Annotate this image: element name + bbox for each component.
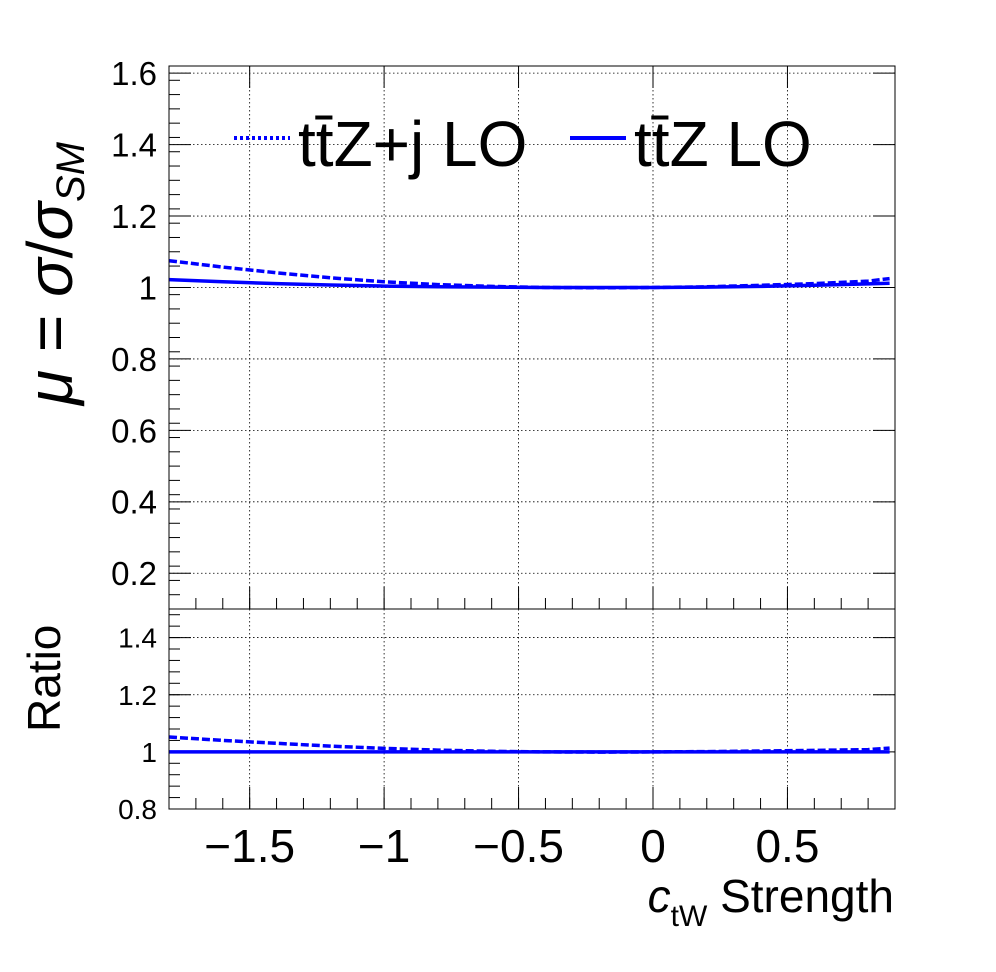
main-y-axis-title: μ = σ/σSM <box>14 141 93 407</box>
main-series-ttz <box>168 277 890 290</box>
x-tick-label: −1.5 <box>204 820 295 872</box>
main-y-tick-label: 0.8 <box>111 341 157 378</box>
y-title-sigma: σ <box>14 256 86 297</box>
x-tick-label: −1 <box>358 820 410 872</box>
ratio-y-axis-title: Ratio <box>18 625 70 732</box>
ratio-y-tick-label: 1.2 <box>118 680 157 711</box>
y-title-sub: SM <box>49 141 93 202</box>
y-title-eq: = <box>14 297 86 370</box>
ratio-panel-grid <box>169 609 895 810</box>
ratio-panel-frame <box>168 608 896 810</box>
ratio-y-tick-labels: 0.8 1 1.2 1.4 <box>118 623 157 825</box>
legend-label-ttz: tt̄Z LO <box>634 108 812 180</box>
main-series-lines <box>168 258 890 290</box>
main-y-tick-label: 0.4 <box>111 484 157 521</box>
legend: tt̄Z+j LO tt̄Z LO <box>234 108 812 180</box>
x-title-rest: Strength <box>707 870 894 922</box>
main-y-tick-label: 0.2 <box>111 555 157 592</box>
ratio-panel-ticks <box>168 614 896 810</box>
y-title-slash: / <box>14 240 86 258</box>
y-title-sigma2: σ <box>14 200 86 241</box>
main-y-tick-label: 1 <box>139 269 157 306</box>
main-panel-ticks <box>168 65 896 610</box>
x-title-sub: tW <box>671 900 708 933</box>
ratio-y-tick-label: 1 <box>141 737 157 768</box>
x-tick-labels: −1.5 −1 −0.5 0 0.5 <box>204 820 819 872</box>
ratio-y-tick-label: 0.8 <box>118 794 157 825</box>
x-axis-title: ctW Strength <box>648 870 894 933</box>
x-tick-label: −0.5 <box>473 820 564 872</box>
legend-label-ttzj: tt̄Z+j LO <box>298 108 527 180</box>
ratio-series-lines <box>168 735 890 754</box>
main-y-tick-label: 0.6 <box>111 412 157 449</box>
main-y-tick-label: 1.4 <box>111 126 157 163</box>
x-title-c: c <box>648 870 671 922</box>
ratio-series-ttzj <box>168 735 890 754</box>
main-y-tick-label: 1.2 <box>111 198 157 235</box>
ratio-y-tick-label: 1.4 <box>118 623 157 654</box>
main-y-tick-label: 1.6 <box>111 55 157 92</box>
main-y-tick-labels: 0.2 0.4 0.6 0.8 1 1.2 1.4 1.6 <box>111 55 157 592</box>
x-tick-label: 0 <box>640 820 666 872</box>
main-panel-grid <box>169 66 895 609</box>
x-tick-label: 0.5 <box>755 820 819 872</box>
y-title-mu: μ <box>14 370 86 407</box>
